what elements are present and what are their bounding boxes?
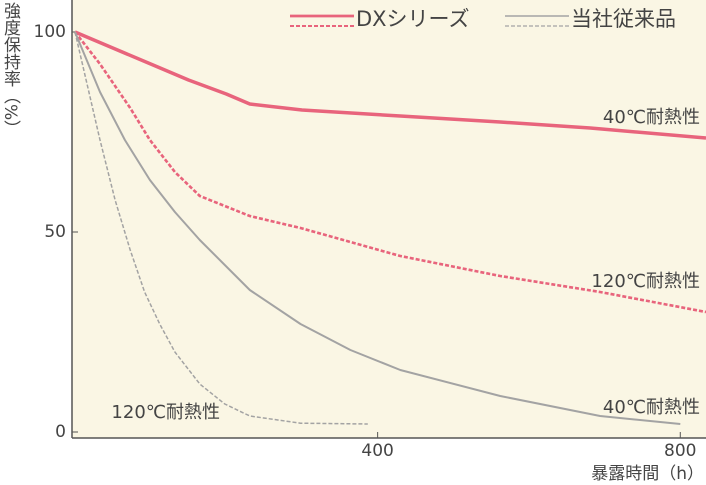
y-axis-label: 強度保持率（%） [0,2,21,137]
series-line [74,31,368,425]
series-line [73,31,706,314]
y-tick-label: 0 [55,422,66,442]
x-tick-label: 400 [361,441,393,461]
series-label: 120℃耐熱性 [591,271,700,292]
series-label: 40℃耐熱性 [603,107,700,128]
y-tick-label: 100 [34,22,66,42]
x-tick-label: 800 [664,441,696,461]
plot-background [72,0,706,438]
legend-label: DXシリーズ [356,7,470,31]
series-line [74,31,681,425]
legend-label: 当社従来品 [571,7,676,31]
series-label: 120℃耐熱性 [111,402,220,423]
x-axis-label: 暴露時間（h） [591,464,704,484]
series-line [74,30,706,140]
y-tick-label: 50 [44,222,66,242]
series-label: 40℃耐熱性 [603,397,700,418]
